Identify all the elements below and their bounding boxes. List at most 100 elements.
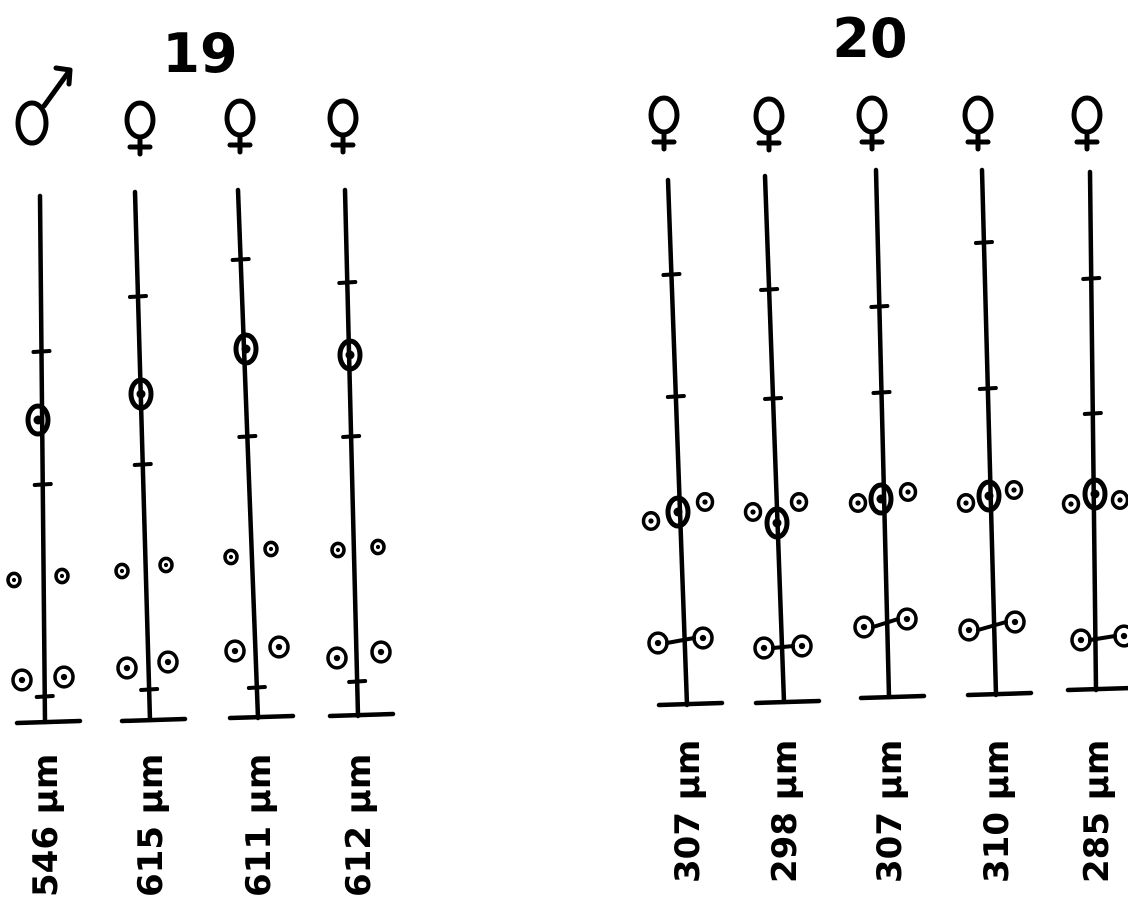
- seta-dot: [654, 639, 662, 647]
- seta-socket: [848, 493, 868, 513]
- seta-socket: [53, 665, 75, 689]
- major-seta: [1082, 477, 1108, 511]
- major-seta-dot: [136, 389, 146, 399]
- male-symbol-arrowhead: [53, 65, 73, 87]
- axis-line: [979, 167, 999, 698]
- female-symbol-icon: [648, 95, 680, 135]
- seta-connector: [771, 644, 795, 650]
- tick-mark: [871, 390, 892, 395]
- female-symbol-icon: [124, 100, 156, 140]
- major-seta-dot: [345, 350, 355, 360]
- tick-mark: [230, 257, 251, 262]
- tick-mark: [337, 280, 358, 285]
- specimen-column: 307 µm: [848, 95, 927, 883]
- specimen-column: 307 µm: [641, 95, 725, 883]
- tick-mark: [869, 304, 890, 309]
- seta-dot: [1117, 497, 1123, 503]
- seta-dot: [59, 573, 65, 579]
- seta-connector: [871, 617, 900, 629]
- major-seta: [868, 482, 894, 516]
- seta-socket: [223, 548, 239, 566]
- seta-dot: [164, 658, 172, 666]
- major-seta-dot: [772, 518, 782, 528]
- seta-dot: [163, 562, 169, 568]
- seta-dot: [1011, 618, 1019, 626]
- major-seta-dot: [1090, 489, 1100, 499]
- seta-socket: [54, 567, 70, 585]
- seta-socket: [116, 656, 138, 680]
- length-label: 612 µm: [339, 754, 379, 897]
- seta-dot: [333, 654, 341, 662]
- tick-mark: [127, 294, 148, 299]
- seta-socket: [11, 668, 33, 692]
- tick-mark: [32, 482, 53, 487]
- tick-mark: [139, 687, 160, 692]
- seta-socket: [157, 650, 179, 674]
- major-seta: [665, 495, 691, 529]
- base-line: [965, 690, 1034, 698]
- seta-socket: [158, 556, 174, 574]
- seta-dot: [60, 673, 68, 681]
- seta-dot: [1077, 636, 1085, 644]
- seta-dot: [1120, 632, 1128, 640]
- base-line: [327, 711, 396, 719]
- major-seta-dot: [984, 491, 994, 501]
- seta-socket: [370, 640, 392, 664]
- tick-mark: [763, 396, 784, 401]
- seta-socket: [641, 511, 661, 531]
- tick-mark: [34, 694, 55, 699]
- seta-dot: [699, 634, 707, 642]
- tick-mark: [1082, 411, 1103, 416]
- axis-line: [665, 177, 690, 708]
- specimen-column: 298 µm: [743, 96, 822, 883]
- group-20-label: 20: [832, 7, 907, 70]
- seta-socket: [789, 492, 809, 512]
- seta-dot: [903, 615, 911, 623]
- major-seta-dot: [876, 494, 886, 504]
- seta-dot: [860, 623, 868, 631]
- base-line: [858, 693, 927, 701]
- seta-dot: [231, 647, 239, 655]
- axis-line: [762, 173, 787, 705]
- seta-socket: [330, 541, 346, 559]
- seta-socket: [6, 571, 22, 589]
- major-seta: [25, 403, 51, 437]
- specimen-column: 612 µm: [326, 98, 396, 897]
- seta-dot: [965, 626, 973, 634]
- major-seta: [337, 338, 363, 372]
- base-line: [119, 716, 188, 724]
- tick-mark: [132, 462, 153, 467]
- base-line: [227, 713, 296, 721]
- seta-dot: [268, 546, 274, 552]
- seta-socket: [263, 540, 279, 558]
- axis-line: [342, 187, 361, 719]
- tick-mark: [341, 434, 362, 439]
- seta-dot: [702, 499, 708, 505]
- tick-mark: [347, 679, 368, 684]
- major-seta: [128, 377, 154, 411]
- base-line: [753, 698, 822, 706]
- female-symbol-icon: [856, 95, 888, 135]
- seta-dot: [18, 676, 26, 684]
- axis-line: [873, 167, 892, 700]
- specimen-column: 615 µm: [114, 100, 188, 897]
- tick-mark: [31, 349, 52, 354]
- seta-dot: [905, 489, 911, 495]
- tick-mark: [759, 287, 780, 292]
- length-label: 615 µm: [131, 754, 171, 897]
- length-label: 307 µm: [668, 740, 708, 883]
- female-symbol-icon: [327, 98, 359, 138]
- axis-line: [235, 187, 261, 721]
- specimen-column: 285 µm: [1061, 95, 1128, 883]
- seta-dot: [11, 577, 17, 583]
- female-symbol-icon: [962, 95, 994, 135]
- tick-mark: [977, 386, 998, 391]
- seta-connector: [1088, 634, 1117, 642]
- seta-dot: [798, 642, 806, 650]
- group-19-label: 19: [162, 22, 237, 85]
- specimen-column: 310 µm: [956, 95, 1034, 883]
- major-seta: [764, 506, 790, 540]
- seta-dot: [648, 518, 654, 524]
- base-line: [656, 700, 725, 708]
